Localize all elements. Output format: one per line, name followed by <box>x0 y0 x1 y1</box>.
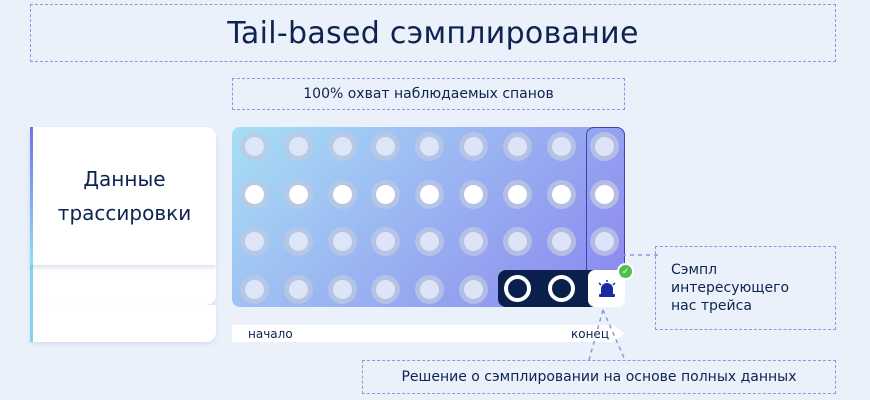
card-title-line2: трассировки <box>57 201 192 225</box>
timeline-start: начало <box>248 326 293 341</box>
span-ring <box>548 275 575 302</box>
span-dot <box>240 227 269 256</box>
span-dot <box>502 179 532 209</box>
span-grid: ✓ <box>232 127 634 307</box>
check-badge-icon: ✓ <box>617 263 634 280</box>
span-dot <box>327 132 357 161</box>
span-dot <box>546 132 576 161</box>
timeline-end: конец <box>571 326 609 341</box>
span-dot <box>371 227 401 256</box>
title-box: Tail-based сэмплирование <box>30 4 836 62</box>
span-dot <box>240 274 269 304</box>
sample-note: Сэмпл интересующего нас трейса <box>655 246 836 330</box>
span-dot <box>459 274 488 304</box>
card-title-line1: Данные <box>83 167 166 191</box>
span-dot <box>327 274 357 304</box>
span-ring <box>504 275 531 302</box>
card-layer <box>30 265 216 305</box>
span-dot <box>502 227 532 256</box>
span-dot <box>546 227 576 256</box>
page-title: Tail-based сэмплирование <box>227 15 639 51</box>
span-dot <box>546 179 576 209</box>
span-dot <box>459 132 488 161</box>
note-line: интересующего <box>671 280 790 296</box>
connector-dashes <box>588 309 626 361</box>
span-dot <box>327 227 357 256</box>
span-dot <box>415 179 445 209</box>
span-dot <box>283 132 313 161</box>
decision-text: Решение о сэмплировании на основе полных… <box>401 369 797 385</box>
span-dot <box>459 227 488 256</box>
span-dot <box>415 274 445 304</box>
span-dot <box>371 179 401 209</box>
span-dot <box>590 179 620 209</box>
span-dot <box>283 227 313 256</box>
coverage-label: 100% охват наблюдаемых спанов <box>232 78 625 110</box>
coverage-text: 100% охват наблюдаемых спанов <box>303 86 554 102</box>
trace-data-card: Данные трассировки <box>30 127 216 342</box>
span-dot <box>283 274 313 304</box>
note-line: нас трейса <box>671 298 752 314</box>
note-line: Сэмпл <box>671 262 718 278</box>
tail-spans-box <box>498 270 594 307</box>
card-front: Данные трассировки <box>30 127 216 265</box>
span-dot <box>415 227 445 256</box>
timeline-arrow: начало конец <box>232 325 625 342</box>
span-dot <box>327 179 357 209</box>
span-dot <box>240 179 269 209</box>
span-dot <box>240 132 269 161</box>
span-dot <box>283 179 313 209</box>
span-dot <box>415 132 445 161</box>
note-connector <box>622 254 658 256</box>
span-dot <box>371 274 401 304</box>
decision-label: Решение о сэмплировании на основе полных… <box>362 360 836 394</box>
span-dot <box>590 132 620 161</box>
span-dot <box>459 179 488 209</box>
span-dot <box>590 227 620 256</box>
span-dot <box>371 132 401 161</box>
card-layer <box>30 305 216 342</box>
span-dot <box>502 132 532 161</box>
